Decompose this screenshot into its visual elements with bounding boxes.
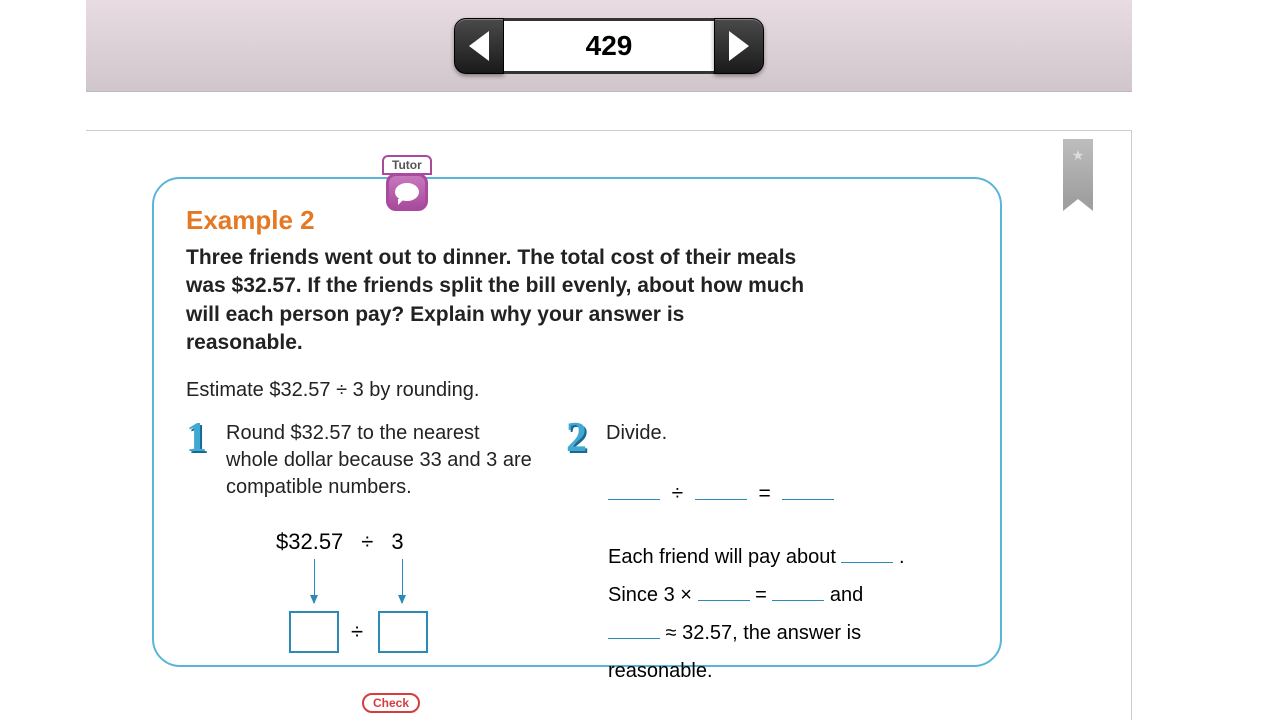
result-text: Each friend will pay about . Since 3 × =… — [608, 538, 968, 690]
steps-container: 1 Round $32.57 to the nearest whole doll… — [186, 420, 968, 690]
tutor-button[interactable]: Tutor — [382, 155, 432, 211]
result-part: = — [750, 584, 773, 606]
divisor-text: 3 — [391, 529, 403, 554]
nav-controls — [454, 18, 764, 74]
answer-box-1[interactable] — [289, 611, 339, 653]
speech-bubble-icon — [386, 173, 428, 211]
check-badge[interactable]: Check — [362, 693, 420, 713]
tutor-label: Tutor — [382, 155, 432, 175]
result-part: Since 3 × — [608, 584, 698, 606]
arrow-right-icon — [729, 31, 749, 61]
blank-input[interactable] — [608, 482, 660, 500]
dividend-text: $32.57 — [276, 529, 343, 554]
arrow-down-icon — [402, 559, 403, 603]
blank-input[interactable] — [608, 621, 660, 639]
problem-statement: Three friends went out to dinner. The to… — [186, 244, 806, 357]
prev-page-button[interactable] — [454, 18, 504, 74]
answer-box-2[interactable] — [378, 611, 428, 653]
page-content-area: ★ Tutor Example 2 Three friends went out… — [86, 130, 1132, 720]
example-title: Example 2 — [186, 205, 968, 236]
blank-input[interactable] — [695, 482, 747, 500]
estimate-instruction: Estimate $32.57 ÷ 3 by rounding. — [186, 379, 968, 402]
blank-input[interactable] — [698, 583, 750, 601]
division-diagram: $32.57 ÷ 3 ÷ — [236, 529, 486, 669]
result-part: reasonable. — [608, 660, 713, 682]
star-icon: ★ — [1072, 147, 1085, 164]
result-part: ≈ 32.57, the answer is — [660, 622, 861, 644]
result-part: Each friend will pay about — [608, 546, 841, 568]
page-number-input[interactable] — [504, 18, 714, 74]
step-1-number: 1 — [186, 420, 218, 458]
step-2-number: 2 — [566, 420, 598, 458]
division-expression: $32.57 ÷ 3 — [276, 529, 404, 555]
step-2-column: 2 Divide. ÷ = Each friend will pay about… — [566, 420, 968, 690]
step-1-column: 1 Round $32.57 to the nearest whole doll… — [186, 420, 536, 690]
blank-input[interactable] — [782, 482, 834, 500]
divide-symbol: ÷ — [351, 619, 363, 645]
blank-input[interactable] — [841, 545, 893, 563]
page-navigation-bar — [86, 0, 1132, 92]
division-blanks: ÷ = — [608, 482, 968, 506]
divide-symbol: ÷ — [361, 529, 373, 554]
bookmark-button[interactable]: ★ — [1063, 139, 1093, 199]
result-part: and — [824, 584, 863, 606]
example-box: Tutor Example 2 Three friends went out t… — [152, 177, 1002, 667]
next-page-button[interactable] — [714, 18, 764, 74]
step-2-text: Divide. — [606, 420, 667, 447]
arrow-left-icon — [469, 31, 489, 61]
step-1-text: Round $32.57 to the nearest whole dollar… — [226, 420, 536, 501]
arrow-down-icon — [314, 559, 315, 603]
blank-input[interactable] — [772, 583, 824, 601]
